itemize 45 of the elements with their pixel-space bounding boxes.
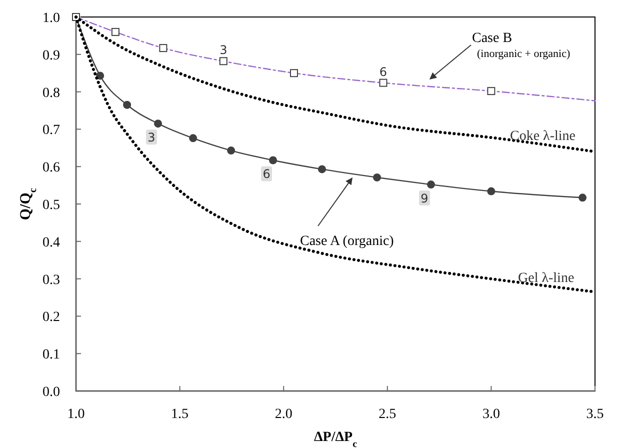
y-tick-label: 0.9: [42, 48, 60, 64]
point: [159, 44, 168, 52]
x-tick-label: 1.0: [67, 407, 85, 422]
point: [373, 173, 382, 182]
point: [269, 156, 278, 164]
annotation: Gel λ-line: [518, 271, 574, 286]
x-tick-label: 3.5: [586, 407, 604, 422]
y-tick-label: 0.6: [42, 160, 60, 176]
point: [123, 100, 132, 109]
x-tick-label: 2.5: [378, 407, 396, 422]
y-tick-label: 1.0: [42, 11, 60, 26]
y-tick-label: 0.4: [42, 235, 60, 250]
point: [379, 78, 388, 87]
x-tick-label: 3.0: [482, 407, 500, 422]
point: [154, 120, 162, 128]
x-tick-label: 1.5: [171, 407, 189, 422]
y-tick-label: 0.1: [42, 348, 60, 363]
annotation: Coke λ-line: [510, 129, 576, 144]
point: [111, 28, 120, 36]
point: [290, 69, 298, 78]
point: [578, 194, 587, 202]
annotation: (inorganic + organic): [477, 48, 570, 60]
annotation: 6: [379, 64, 388, 79]
x-tick-label: 2.0: [274, 407, 292, 422]
point: [96, 72, 104, 80]
annotation: 9: [420, 192, 428, 206]
y-tick-label: 0.5: [42, 198, 60, 213]
y-tick-label: 0.8: [42, 86, 60, 101]
point: [487, 187, 496, 196]
point: [318, 165, 326, 174]
point: [219, 57, 228, 66]
y-tick-label: 0.2: [42, 310, 60, 326]
annotation: 3: [148, 130, 156, 145]
annotation: 3: [220, 43, 228, 58]
point: [426, 180, 435, 189]
x-axis-title: ΔP/ΔP$_{c}$: [314, 430, 358, 448]
annotation: Case B: [472, 31, 512, 46]
point: [487, 87, 496, 96]
y-tick-label: 0.3: [42, 272, 60, 288]
annotation: 6: [262, 167, 270, 182]
y-tick-label: 0.7: [42, 123, 60, 138]
point: [189, 134, 198, 142]
annotation: Case A (organic): [300, 234, 394, 249]
y-tick-label: 0.0: [42, 385, 60, 400]
point: [227, 146, 236, 155]
